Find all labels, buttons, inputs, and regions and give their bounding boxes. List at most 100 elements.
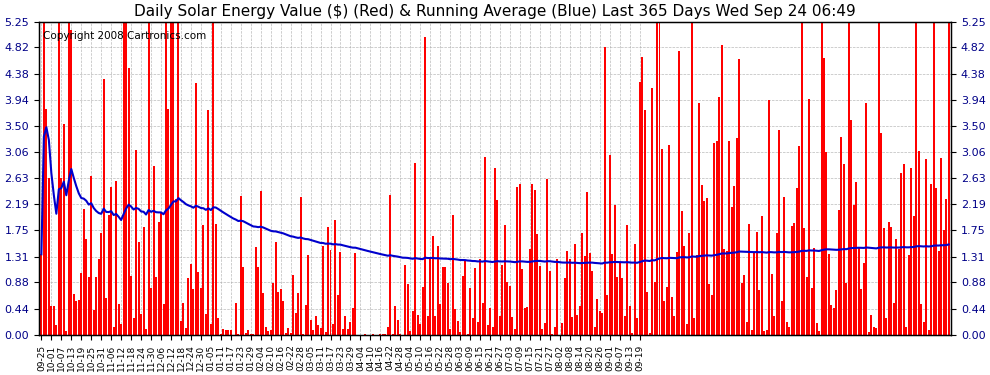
Bar [491,327,493,335]
Bar [292,275,294,335]
Bar [921,304,923,335]
Bar [551,334,553,335]
Bar [88,277,90,335]
Bar [180,321,182,335]
Bar [938,251,940,335]
Bar [945,200,947,335]
Bar [546,179,548,335]
Bar [868,333,870,335]
Bar [133,318,135,335]
Bar [666,287,668,335]
Bar [67,19,69,335]
Bar [845,283,847,335]
Bar [634,243,636,335]
Bar [259,191,261,335]
Bar [445,267,446,335]
Bar [100,233,102,335]
Bar [828,254,830,335]
Bar [706,198,708,335]
Bar [517,187,519,335]
Bar [811,288,813,335]
Bar [688,233,690,335]
Bar [50,306,52,335]
Bar [631,333,633,335]
Bar [783,198,785,335]
Bar [332,324,334,335]
Bar [818,331,820,335]
Bar [60,178,62,335]
Bar [215,224,217,335]
Bar [118,304,120,335]
Bar [481,303,483,335]
Bar [726,251,728,335]
Bar [678,51,680,335]
Bar [73,294,75,335]
Bar [494,168,496,335]
Bar [604,47,606,335]
Bar [404,265,406,335]
Bar [327,227,329,335]
Bar [152,166,154,335]
Bar [249,334,251,335]
Bar [753,253,755,335]
Bar [257,267,259,335]
Bar [346,329,348,335]
Bar [542,329,544,335]
Bar [885,318,887,335]
Bar [46,109,48,335]
Bar [673,316,675,335]
Bar [43,19,45,335]
Bar [162,304,164,335]
Bar [594,327,596,335]
Bar [813,248,815,335]
Bar [187,278,189,335]
Bar [770,274,772,335]
Bar [310,320,312,335]
Bar [798,146,800,335]
Bar [903,164,905,335]
Bar [262,293,264,335]
Bar [806,277,808,335]
Bar [489,308,491,335]
Bar [351,308,354,335]
Bar [295,313,297,335]
Bar [816,322,818,335]
Bar [248,330,249,335]
Bar [888,222,890,335]
Bar [591,271,593,335]
Bar [663,301,665,335]
Bar [330,250,332,335]
Bar [893,303,895,335]
Bar [629,306,631,335]
Bar [499,316,501,335]
Bar [135,150,137,335]
Bar [105,298,107,335]
Bar [300,197,302,335]
Bar [656,19,658,335]
Bar [773,316,775,335]
Bar [274,242,276,335]
Bar [55,325,57,335]
Bar [803,228,805,335]
Bar [172,19,174,335]
Bar [681,211,683,335]
Bar [223,328,225,335]
Bar [504,225,506,335]
Bar [908,255,910,335]
Bar [940,158,942,335]
Bar [698,104,700,335]
Bar [926,159,928,335]
Bar [230,330,232,335]
Bar [62,124,64,335]
Bar [646,292,648,335]
Bar [471,318,473,335]
Bar [729,141,731,335]
Bar [793,223,795,335]
Bar [218,318,220,335]
Bar [683,246,685,335]
Bar [484,157,486,335]
Bar [85,239,87,335]
Bar [636,318,639,335]
Bar [750,330,752,335]
Bar [48,178,50,335]
